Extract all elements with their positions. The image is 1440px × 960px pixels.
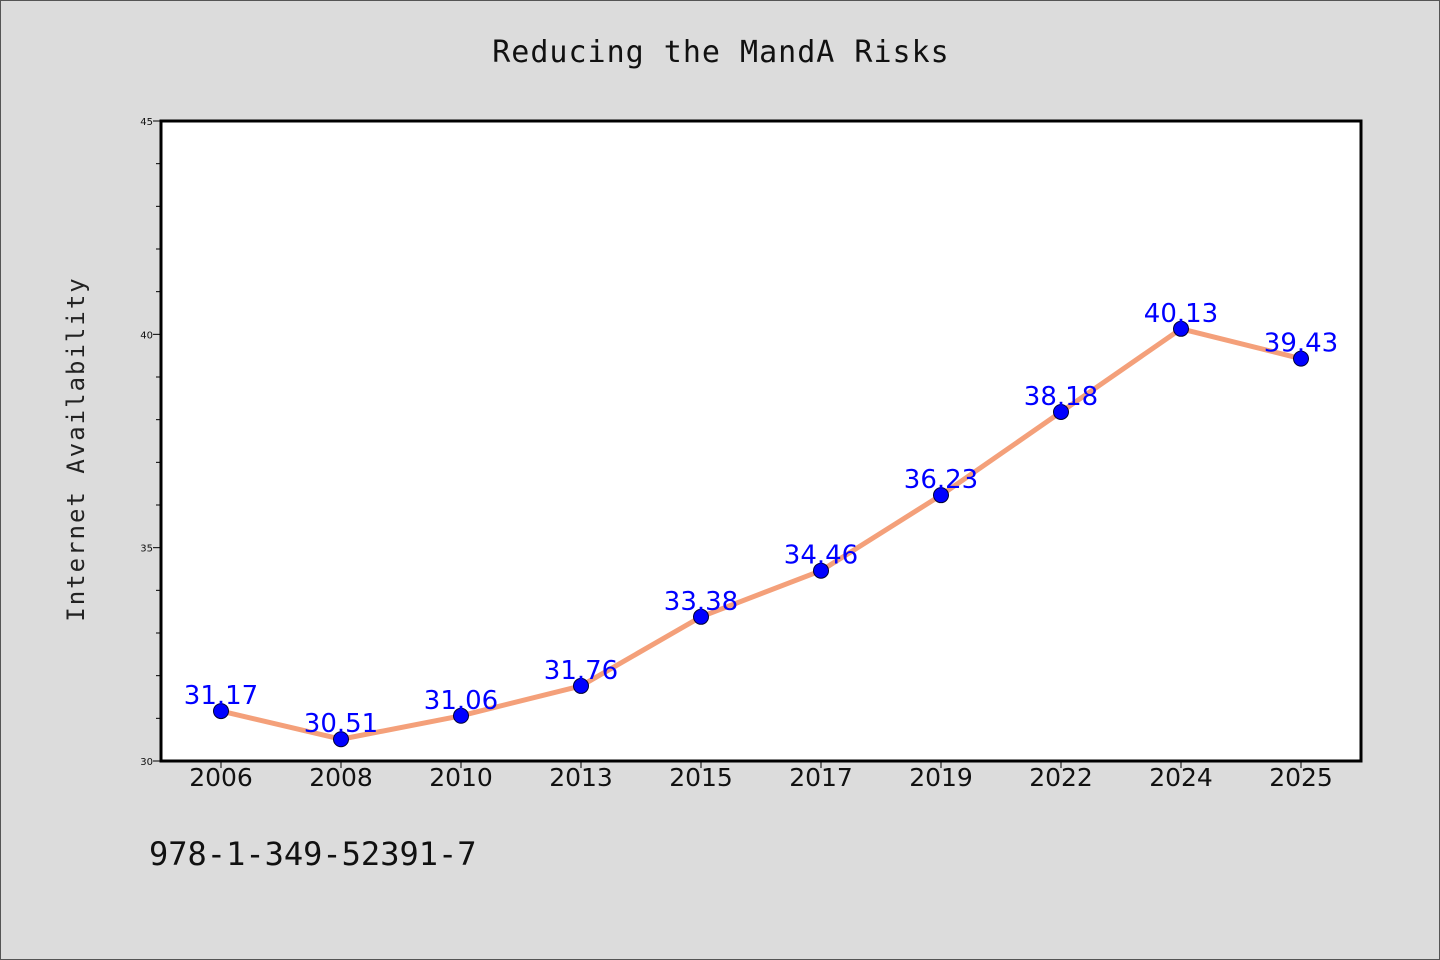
data-point [213,703,229,720]
x-tick-label: 2017 [789,763,853,792]
data-point [693,608,709,625]
data-point [1053,403,1069,420]
x-tick-label: 2019 [909,763,973,792]
x-tick-label: 2025 [1269,763,1333,792]
x-tick-label: 2010 [429,763,493,792]
isbn-footnote: 978-1-349-52391-7 [149,835,477,873]
data-point [1173,320,1189,337]
series-line [218,326,1304,742]
data-label: 40.13 [1144,299,1218,329]
y-tick-label: 40 [140,330,153,341]
data-point [453,707,469,724]
y-tick-label: 35 [140,544,153,555]
data-label: 31.17 [184,681,258,711]
data-label: 31.06 [424,686,498,716]
data-point [933,487,949,504]
chart-title: Reducing the MandA Risks [492,35,950,70]
x-tick-label: 2022 [1029,763,1093,792]
x-tick-label: 2015 [669,763,733,792]
y-tick-label: 30 [140,757,153,768]
data-point [333,731,349,748]
data-label: 36.23 [904,465,978,495]
data-label: 38.18 [1024,382,1098,412]
x-tick-label: 2024 [1149,763,1213,792]
plot-area [159,119,1363,763]
data-label: 34.46 [784,541,858,571]
y-tick-label: 45 [140,117,153,128]
data-label: 33.38 [664,587,738,617]
data-point [573,677,589,694]
data-point [1293,350,1309,367]
x-tick-label: 2013 [549,763,613,792]
data-label: 30.51 [304,709,378,739]
x-tick-label: 2006 [189,763,253,792]
data-point [813,562,829,579]
data-label: 39.43 [1264,329,1338,359]
x-tick-label: 2008 [309,763,373,792]
data-label: 31.76 [544,656,618,686]
